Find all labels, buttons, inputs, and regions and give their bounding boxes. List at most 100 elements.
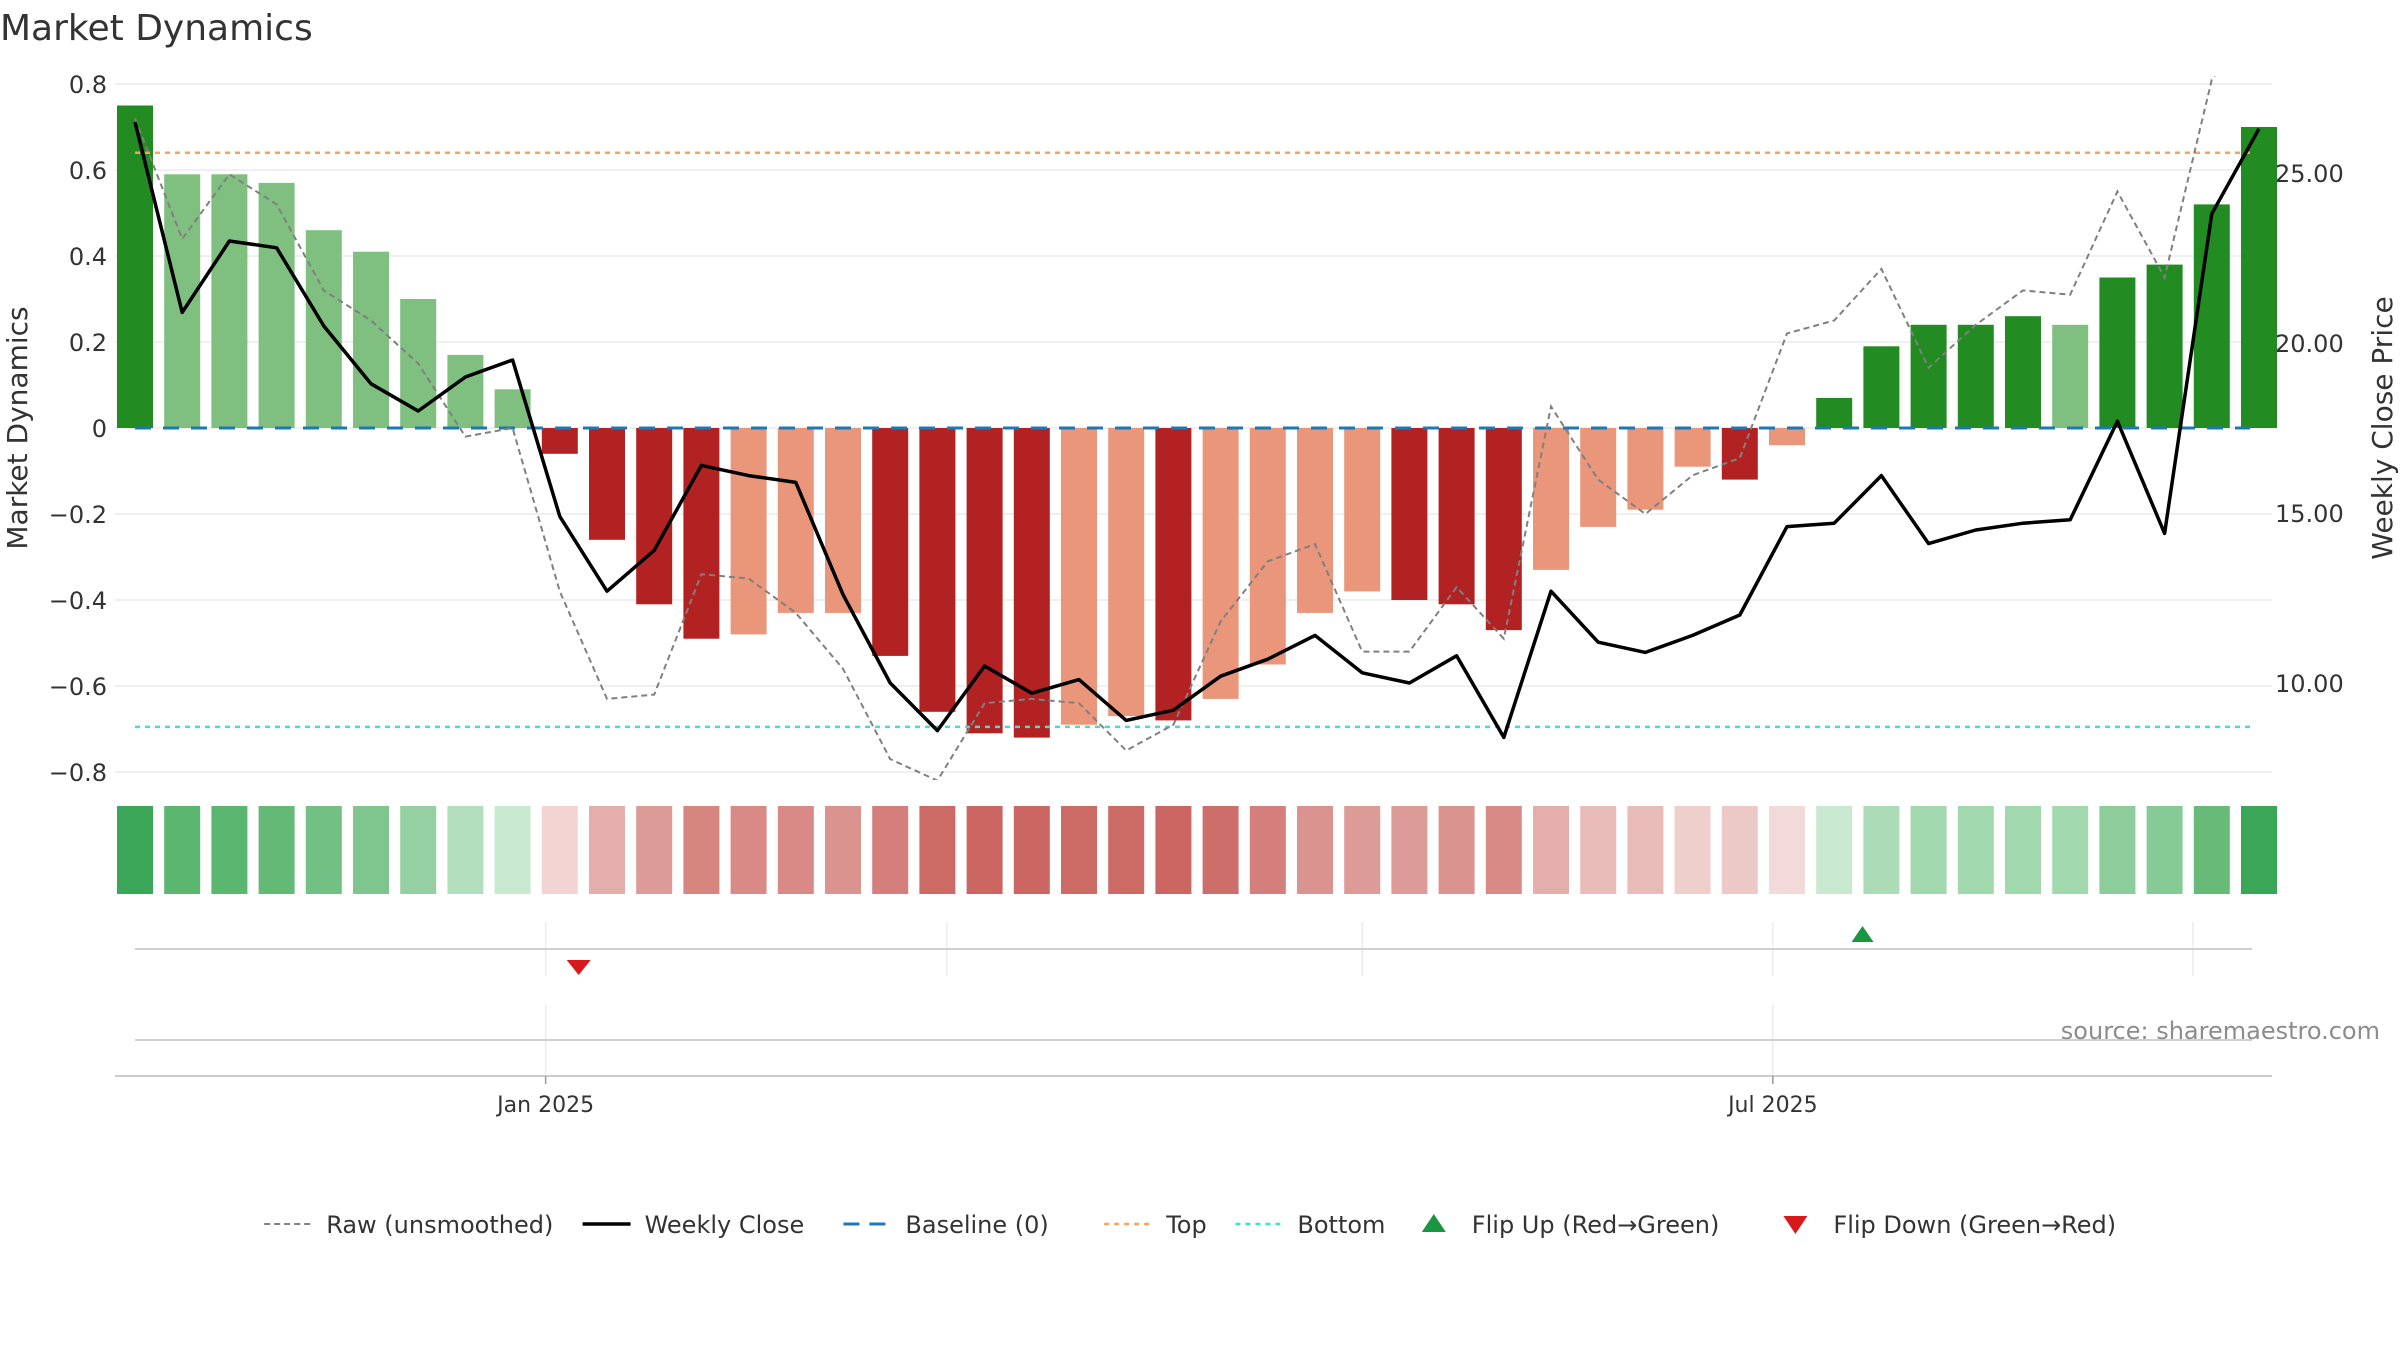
strip-cell [541, 806, 578, 894]
series-lines [133, 76, 2261, 780]
market-dynamics-bar [1391, 428, 1428, 600]
market-dynamics-bar [1769, 428, 1805, 446]
left-tick-label: 0.4 [69, 243, 107, 271]
color-strip [117, 806, 2277, 894]
market-dynamics-bar [2052, 324, 2089, 428]
market-dynamics-bar [1721, 428, 1758, 480]
strip-cell [1061, 806, 1097, 894]
strip-cell [1202, 806, 1239, 894]
bars-layer [117, 105, 2277, 738]
flip-panel [135, 922, 2252, 976]
strip-cell [1485, 806, 1522, 894]
strip-cell [872, 806, 909, 894]
legend-item-top: Top [1104, 1211, 1207, 1239]
legend: Raw (unsmoothed) Weekly Close Baseline (0)… [264, 1211, 2116, 1239]
grid-layer [115, 83, 2272, 773]
source-credit: source: sharemaestro.com [2061, 1017, 2380, 1045]
market-dynamics-bar [1957, 324, 1994, 428]
strip-cell [1769, 806, 1805, 894]
market-dynamics-bar [1816, 397, 1853, 428]
strip-cell [1108, 806, 1145, 894]
strip-cell [2146, 806, 2183, 894]
market-dynamics-bar [1674, 428, 1711, 467]
legend-item-close: Weekly Close [582, 1211, 805, 1239]
left-axis-title: Market Dynamics [1, 306, 34, 549]
market-dynamics-bar [164, 174, 201, 428]
strip-cell [1674, 806, 1711, 894]
market-dynamics-bar [541, 428, 578, 454]
market-dynamics-bar [1108, 428, 1145, 717]
strip-cell [211, 806, 248, 894]
strip-cell [258, 806, 295, 894]
market-dynamics-bar [2241, 127, 2277, 428]
strip-cell [683, 806, 720, 894]
strip-cell [777, 806, 814, 894]
strip-cell [1249, 806, 1286, 894]
market-dynamics-bar [2099, 277, 2136, 428]
left-tick-label: 0.2 [69, 329, 107, 357]
strip-cell [730, 806, 767, 894]
market-dynamics-bar [1249, 428, 1286, 665]
strip-cell [589, 806, 625, 894]
market-dynamics-bar [1533, 428, 1569, 570]
left-tick-label: −0.2 [49, 501, 107, 529]
legend-item-bottom: Bottom [1235, 1211, 1385, 1239]
strip-cell [1013, 806, 1050, 894]
strip-cell [164, 806, 201, 894]
left-tick-label: −0.6 [49, 673, 107, 701]
market-dynamics-bar [683, 428, 720, 639]
strip-cell [353, 806, 389, 894]
strip-cell [1155, 806, 1192, 894]
strip-cell [305, 806, 342, 894]
legend-label: Bottom [1297, 1211, 1385, 1239]
strip-cell [400, 806, 437, 894]
left-tick-label: 0 [92, 415, 107, 443]
market-dynamics-bar [117, 105, 153, 428]
strip-cell [117, 806, 153, 894]
market-dynamics-bar [2193, 204, 2230, 428]
legend-item-flip-up: Flip Up (Red→Green) [1421, 1211, 1720, 1239]
strip-cell [1344, 806, 1381, 894]
market-dynamics-bar [1863, 346, 1900, 428]
market-dynamics-bar [636, 428, 673, 605]
legend-label: Flip Down (Green→Red) [1833, 1211, 2116, 1239]
strip-cell [447, 806, 484, 894]
flip-up-marker [1851, 926, 1874, 942]
right-tick-label: 25.00 [2275, 160, 2344, 188]
market-dynamics-bar [777, 428, 814, 613]
market-dynamics-bar [1061, 428, 1097, 725]
left-tick-label: −0.4 [49, 587, 107, 615]
market-dynamics-bar [1297, 428, 1333, 613]
strip-cell [2241, 806, 2277, 894]
strip-cell [636, 806, 673, 894]
x-tick-label: Jul 2025 [1726, 1093, 1818, 1118]
strip-cell [919, 806, 956, 894]
legend-item-flip-down: Flip Down (Green→Red) [1783, 1211, 2116, 1239]
market-dynamics-bar [1580, 428, 1617, 527]
left-tick-label: 0.8 [69, 71, 107, 99]
legend-label: Flip Up (Red→Green) [1472, 1211, 1720, 1239]
market-dynamics-bar [353, 251, 389, 428]
market-dynamics-bar [1438, 428, 1475, 605]
strip-cell [966, 806, 1003, 894]
right-axis-title: Weekly Close Price [2366, 296, 2399, 559]
legend-label: Weekly Close [645, 1211, 805, 1239]
flip-down-marker [566, 960, 591, 975]
market-dynamics-bar [1627, 428, 1664, 510]
bottom-panel [115, 1005, 2272, 1077]
market-dynamics-bar [2146, 264, 2183, 428]
right-tick-label: 20.00 [2275, 330, 2344, 358]
market-dynamics-bar [1202, 428, 1239, 699]
market-dynamics-bar [258, 182, 295, 428]
strip-cell [825, 806, 861, 894]
x-axis-ticks: Jan 2025 Jul 2025 [495, 1076, 1818, 1118]
left-axis-ticks: 0.8 0.6 0.4 0.2 0 −0.2 −0.4 −0.6 −0.8 [49, 71, 107, 787]
legend-label: Raw (unsmoothed) [326, 1211, 553, 1239]
strip-cell [1910, 806, 1947, 894]
legend-label: Top [1165, 1211, 1207, 1239]
left-tick-label: −0.8 [49, 759, 107, 787]
market-dynamics-bar [447, 354, 484, 428]
strip-cell [1627, 806, 1664, 894]
strip-cell [1438, 806, 1475, 894]
